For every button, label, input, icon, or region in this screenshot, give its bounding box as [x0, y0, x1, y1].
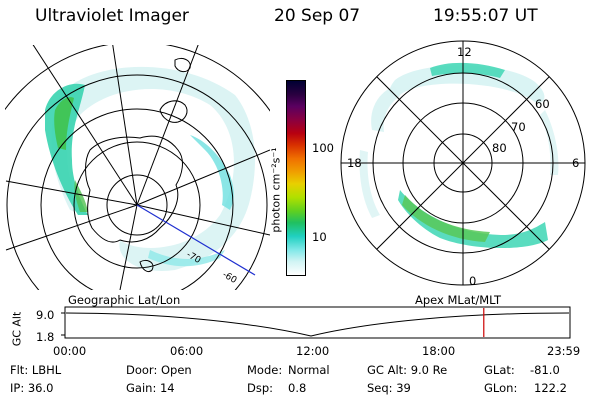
mode-label: Mode:: [247, 363, 283, 377]
mlt-label-bottom: 0: [469, 274, 477, 288]
left-panel-caption: Geographic Lat/Lon: [68, 293, 181, 307]
gain-info: Gain: 14: [126, 381, 175, 395]
mlat-label-80: 80: [492, 141, 507, 155]
timeline-xtick: 18:00: [422, 344, 456, 358]
right-panel-caption: Apex MLat/MLT: [415, 293, 502, 307]
mlt-label-right: 6: [572, 156, 580, 170]
mlat-label-60: 60: [535, 97, 550, 111]
colorbar-tick-10: 10: [312, 230, 327, 244]
dsp-value: 0.8: [288, 381, 307, 395]
gc-alt-info: GC Alt: 9.0 Re: [367, 363, 448, 377]
glat-value: -81.0: [530, 363, 560, 377]
timeline-xtick: 06:00: [170, 344, 204, 358]
time-label: 19:55:07 UT: [433, 6, 538, 26]
colorbar-tick-100: 100: [312, 141, 334, 155]
timeline-ytick-1-8: 1.8: [36, 330, 55, 344]
mlat-label-70: 70: [511, 120, 526, 134]
timeline-xtick: 23:59: [547, 344, 581, 358]
mode-value: Normal: [288, 363, 330, 377]
dsp-label: Dsp:: [247, 381, 274, 395]
altitude-curve: [65, 312, 570, 337]
seq-info: Seq: 39: [367, 381, 411, 395]
instrument-title: Ultraviolet Imager: [35, 6, 189, 26]
mlt-label-left: 18: [347, 156, 362, 170]
mlt-label-top: 12: [457, 45, 472, 59]
door-info: Door: Open: [126, 363, 192, 377]
colorbar: [286, 80, 306, 276]
timeline-ytick-9: 9.0: [36, 308, 55, 322]
date-label: 20 Sep 07: [274, 6, 361, 26]
glon-label: GLon:: [484, 381, 518, 395]
filter-info: Flt: LBHL: [10, 363, 62, 377]
glon-value: 122.2: [534, 381, 567, 395]
glat-label: GLat:: [484, 363, 515, 377]
ip-info: IP: 36.0: [10, 381, 54, 395]
timeline-xtick: 12:00: [296, 344, 330, 358]
timeline-xtick: 00:00: [53, 344, 87, 358]
